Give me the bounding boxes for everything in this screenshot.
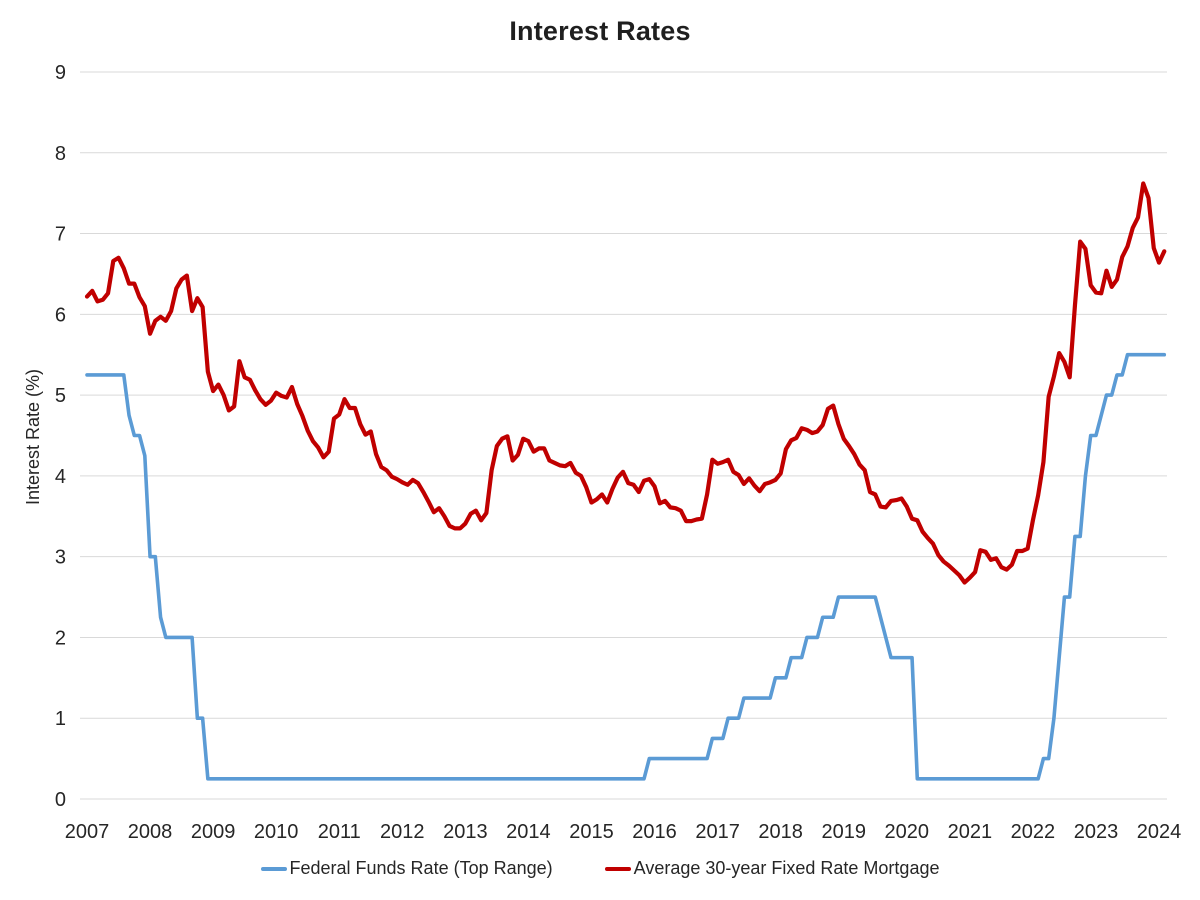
legend-swatch-mortgage-rate bbox=[604, 866, 631, 871]
legend-item-federal-funds-rate: Federal Funds Rate (Top Range) bbox=[260, 858, 553, 879]
y-tick-label: 3 bbox=[55, 547, 66, 569]
y-tick-label: 9 bbox=[55, 62, 66, 84]
legend-label-mortgage-rate: Average 30-year Fixed Rate Mortgage bbox=[633, 858, 940, 878]
chart-legend: Federal Funds Rate (Top Range) Average 3… bbox=[0, 858, 1200, 879]
y-tick-label: 6 bbox=[55, 304, 66, 326]
x-tick-label: 2010 bbox=[254, 821, 299, 843]
y-tick-label: 7 bbox=[55, 224, 66, 246]
y-tick-label: 1 bbox=[55, 708, 66, 730]
chart-title: Interest Rates bbox=[509, 16, 691, 46]
x-tick-label: 2011 bbox=[318, 821, 361, 843]
x-tick-label: 2015 bbox=[569, 821, 614, 843]
x-tick-label: 2012 bbox=[380, 821, 425, 843]
y-tick-label: 0 bbox=[55, 789, 66, 811]
x-tick-label: 2021 bbox=[948, 821, 993, 843]
x-tick-label: 2019 bbox=[821, 821, 866, 843]
x-tick-label: 2009 bbox=[191, 821, 236, 843]
x-tick-label: 2020 bbox=[885, 821, 930, 843]
x-tick-label: 2007 bbox=[65, 821, 110, 843]
legend-label-federal-funds-rate: Federal Funds Rate (Top Range) bbox=[289, 858, 553, 878]
x-tick-label: 2008 bbox=[128, 821, 173, 843]
y-tick-label: 5 bbox=[55, 385, 66, 407]
x-tick-label: 2014 bbox=[506, 821, 551, 843]
series-line-mortgage-rate bbox=[84, 181, 1167, 585]
legend-item-mortgage-rate: Average 30-year Fixed Rate Mortgage bbox=[604, 858, 940, 879]
x-tick-label: 2024 bbox=[1137, 821, 1182, 843]
legend-swatch-federal-funds-rate bbox=[260, 866, 287, 871]
x-tick-label: 2013 bbox=[443, 821, 488, 843]
x-tick-label: 2018 bbox=[758, 821, 803, 843]
x-tick-label: 2023 bbox=[1074, 821, 1119, 843]
y-tick-label: 4 bbox=[55, 466, 66, 488]
x-tick-label: 2022 bbox=[1011, 821, 1056, 843]
x-tick-label: 2016 bbox=[632, 821, 677, 843]
x-tick-label: 2017 bbox=[695, 821, 740, 843]
series-line-federal-funds-rate bbox=[85, 352, 1167, 781]
y-tick-label: 8 bbox=[55, 143, 66, 165]
chart-canvas: 0 1 2 3 4 5 6 7 8 9 2007 2008 2009 2010 2011 2012 2013 20… bbox=[55, 62, 1182, 843]
y-tick-label: 2 bbox=[55, 627, 66, 649]
